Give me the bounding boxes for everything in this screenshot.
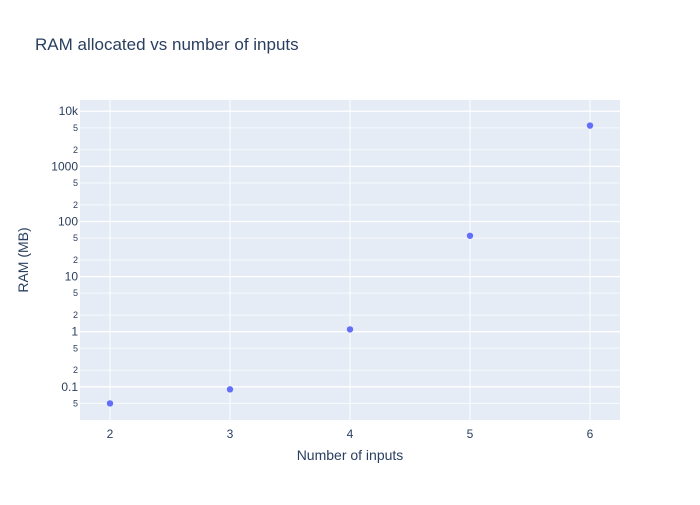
y-major-tick-label: 100 bbox=[58, 214, 78, 228]
data-point[interactable] bbox=[226, 386, 234, 393]
y-minor-tick-label: 5 bbox=[73, 123, 78, 133]
y-minor-tick-label: 2 bbox=[73, 310, 78, 320]
data-point[interactable] bbox=[466, 232, 474, 239]
x-axis-label: Number of inputs bbox=[297, 447, 404, 463]
y-major-tick-label: 1000 bbox=[51, 159, 78, 173]
y-major-tick-label: 10 bbox=[65, 270, 79, 284]
y-minor-tick-label: 5 bbox=[73, 288, 78, 298]
data-point[interactable] bbox=[346, 326, 354, 333]
y-axis-ticks: 0.1 1 10 100 1000 10k 5 2 5 2 5 2 5 2 5 2 5 bbox=[51, 104, 79, 408]
x-tick-label: 2 bbox=[107, 427, 114, 441]
x-axis-ticks: 2 3 4 5 6 bbox=[107, 427, 594, 441]
y-major-tick-label: 0.1 bbox=[61, 380, 78, 394]
chart-title: RAM allocated vs number of inputs bbox=[35, 35, 299, 54]
y-minor-tick-label: 2 bbox=[73, 365, 78, 375]
y-major-tick-label: 1 bbox=[71, 325, 78, 339]
y-minor-tick-label: 5 bbox=[73, 343, 78, 353]
data-point[interactable] bbox=[106, 400, 114, 407]
y-minor-tick-label: 5 bbox=[73, 398, 78, 408]
y-minor-tick-label: 2 bbox=[73, 255, 78, 265]
y-minor-tick-label: 5 bbox=[73, 233, 78, 243]
x-tick-label: 4 bbox=[347, 427, 354, 441]
x-tick-label: 6 bbox=[587, 427, 594, 441]
data-points bbox=[106, 122, 594, 407]
x-tick-label: 3 bbox=[227, 427, 234, 441]
grid-lines bbox=[80, 100, 620, 420]
y-axis-label: RAM (MB) bbox=[15, 227, 31, 292]
y-minor-tick-label: 5 bbox=[73, 178, 78, 188]
data-point[interactable] bbox=[586, 122, 594, 129]
y-minor-tick-label: 2 bbox=[73, 200, 78, 210]
x-tick-label: 5 bbox=[467, 427, 474, 441]
y-minor-tick-label: 2 bbox=[73, 145, 78, 155]
y-major-tick-label: 10k bbox=[59, 104, 79, 118]
